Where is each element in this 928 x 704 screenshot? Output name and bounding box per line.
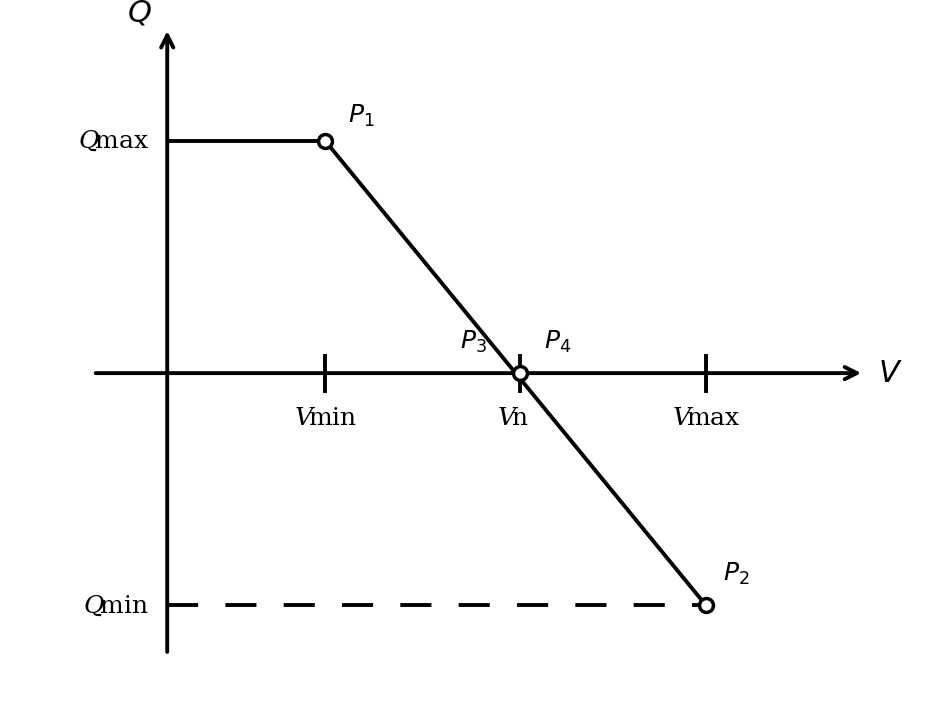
Text: $V\!$max: $V\!$max: [671, 408, 740, 430]
Text: $V\!$min: $V\!$min: [293, 408, 356, 430]
Text: $V$: $V$: [877, 358, 902, 389]
Text: $P_3$: $P_3$: [460, 328, 486, 355]
Point: [512, 367, 527, 379]
Point: [317, 135, 332, 146]
Text: $Q$: $Q$: [127, 0, 151, 28]
Text: $P_1$: $P_1$: [348, 103, 375, 130]
Point: [698, 600, 713, 611]
Text: $Q\!$min: $Q\!$min: [83, 593, 148, 617]
Text: $Q\!$max: $Q\!$max: [78, 129, 148, 153]
Text: $P_4$: $P_4$: [543, 328, 571, 355]
Text: $V\!$n: $V\!$n: [496, 408, 528, 430]
Text: $P_2$: $P_2$: [722, 560, 748, 587]
